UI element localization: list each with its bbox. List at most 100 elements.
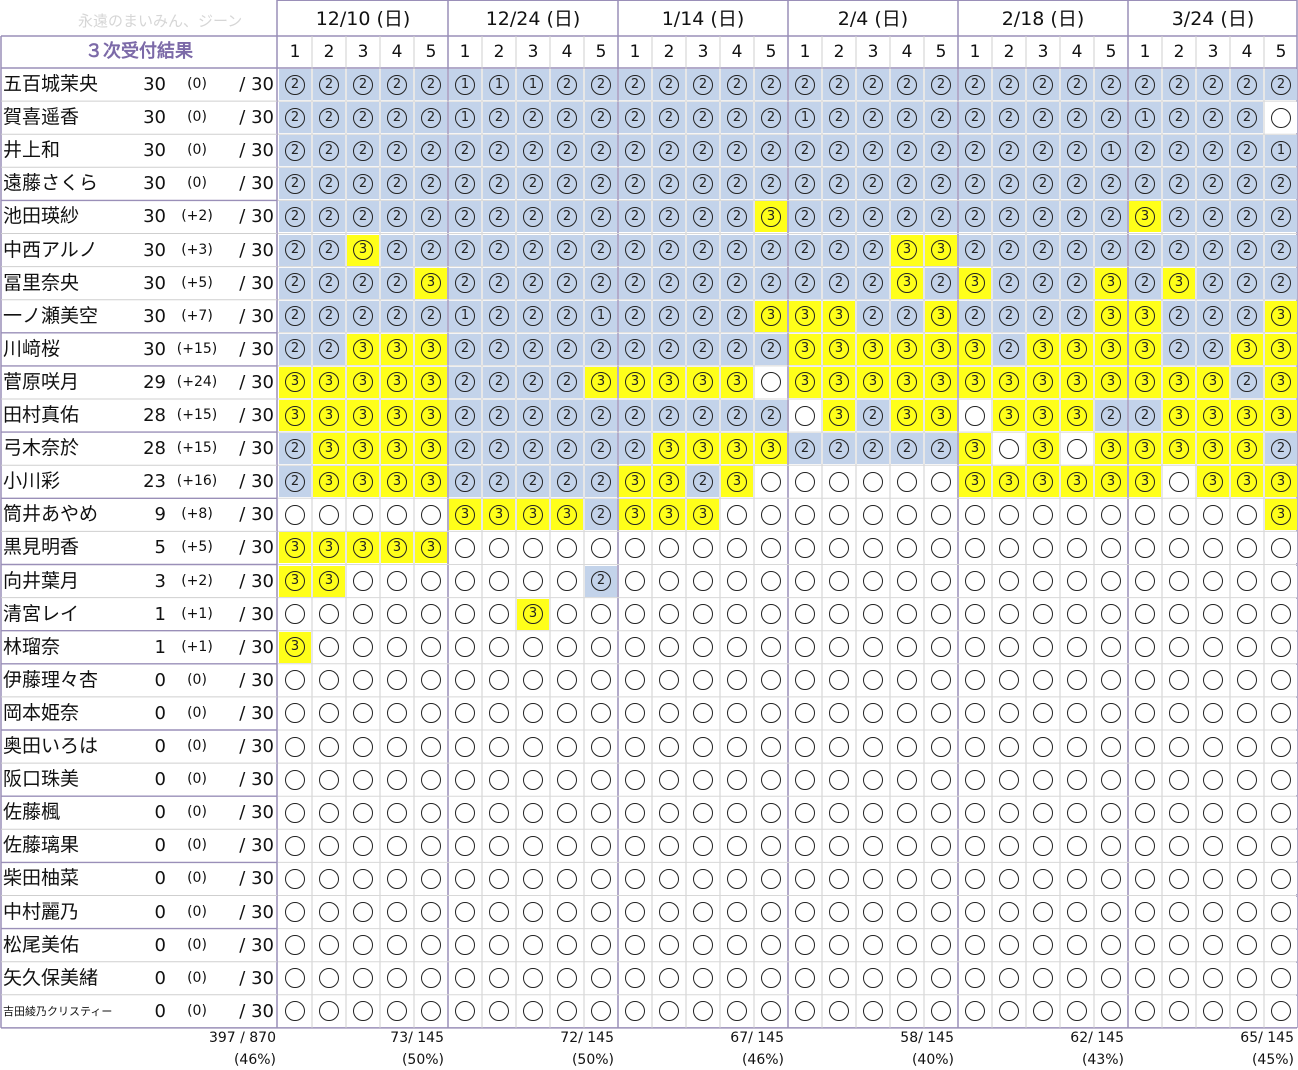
- empty-circle-icon: [1067, 1001, 1087, 1022]
- result-cell: [687, 731, 719, 763]
- numbered-circle-icon: 3: [931, 240, 951, 261]
- result-cell: [551, 830, 583, 862]
- empty-circle-icon: [1101, 802, 1121, 823]
- result-cell: [313, 863, 345, 895]
- result-cell: [1129, 565, 1161, 597]
- numbered-circle-icon: 3: [1271, 306, 1291, 327]
- empty-circle-icon: [557, 935, 577, 956]
- empty-circle-icon: [1169, 637, 1189, 658]
- result-cell: [585, 995, 617, 1027]
- result-cell: 3: [1129, 300, 1161, 332]
- result-cell: 2: [1197, 333, 1229, 365]
- result-cell: [755, 466, 787, 498]
- empty-circle-icon: [489, 1001, 509, 1022]
- result-cell: 2: [687, 333, 719, 365]
- empty-circle-icon: [591, 537, 611, 558]
- date-header: 2/4 (日): [837, 8, 909, 30]
- result-cell: [415, 631, 447, 663]
- numbered-circle-icon: 2: [523, 240, 543, 261]
- result-cell: 2: [585, 499, 617, 531]
- numbered-circle-icon: 2: [591, 571, 611, 592]
- empty-circle-icon: [999, 935, 1019, 956]
- empty-circle-icon: [897, 835, 917, 856]
- numbered-circle-icon: 2: [421, 74, 441, 95]
- empty-circle-icon: [625, 604, 645, 625]
- result-cell: [415, 697, 447, 729]
- numbered-circle-icon: 2: [591, 438, 611, 459]
- result-cell: [755, 830, 787, 862]
- empty-circle-icon: [1203, 504, 1223, 525]
- member-total: 30: [143, 272, 166, 294]
- result-cell: 2: [823, 135, 855, 167]
- member-delta: (0): [187, 76, 207, 92]
- numbered-circle-icon: 2: [727, 74, 747, 95]
- numbered-circle-icon: 2: [931, 74, 951, 95]
- empty-circle-icon: [285, 769, 305, 790]
- result-cell: [823, 664, 855, 696]
- empty-circle-icon: [1169, 537, 1189, 558]
- empty-circle-icon: [863, 835, 883, 856]
- result-cell: [993, 731, 1025, 763]
- result-cell: [1163, 565, 1195, 597]
- result-cell: 2: [857, 201, 889, 233]
- result-cell: [381, 962, 413, 994]
- result-cell: 2: [313, 102, 345, 134]
- numbered-circle-icon: 2: [761, 173, 781, 194]
- numbered-circle-icon: 2: [659, 173, 679, 194]
- numbered-circle-icon: 2: [965, 107, 985, 128]
- numbered-circle-icon: 3: [421, 471, 441, 492]
- result-cell: 2: [1163, 201, 1195, 233]
- result-cell: [1027, 896, 1059, 928]
- empty-circle-icon: [795, 604, 815, 625]
- empty-circle-icon: [965, 769, 985, 790]
- numbered-circle-icon: 2: [285, 107, 305, 128]
- numbered-circle-icon: 2: [1033, 240, 1053, 261]
- result-cell: [415, 764, 447, 796]
- result-cell: [891, 962, 923, 994]
- numbered-circle-icon: 2: [387, 74, 407, 95]
- result-cell: 1: [449, 102, 481, 134]
- result-cell: 3: [925, 234, 957, 266]
- numbered-circle-icon: 2: [1033, 273, 1053, 294]
- result-cell: [381, 830, 413, 862]
- result-cell: [1231, 697, 1263, 729]
- result-cell: [1095, 697, 1127, 729]
- result-cell: 3: [483, 499, 515, 531]
- result-cell: [1095, 565, 1127, 597]
- empty-circle-icon: [761, 571, 781, 592]
- empty-circle-icon: [1067, 769, 1087, 790]
- result-cell: [925, 565, 957, 597]
- result-cell: [1061, 499, 1093, 531]
- result-cell: 2: [755, 267, 787, 299]
- result-cell: [1231, 896, 1263, 928]
- result-cell: [585, 598, 617, 630]
- empty-circle-icon: [285, 703, 305, 724]
- result-cell: [381, 863, 413, 895]
- numbered-circle-icon: 2: [523, 173, 543, 194]
- empty-circle-icon: [1033, 769, 1053, 790]
- result-cell: 3: [313, 366, 345, 398]
- result-cell: 3: [415, 400, 447, 432]
- numbered-circle-icon: 2: [489, 240, 509, 261]
- result-cell: [347, 499, 379, 531]
- result-cell: 2: [1061, 267, 1093, 299]
- result-cell: [891, 499, 923, 531]
- numbered-circle-icon: 3: [353, 240, 373, 261]
- result-cell: [993, 532, 1025, 564]
- result-cell: 2: [959, 300, 991, 332]
- numbered-circle-icon: 3: [353, 372, 373, 393]
- result-cell: [347, 697, 379, 729]
- empty-circle-icon: [1169, 835, 1189, 856]
- result-cell: 2: [313, 267, 345, 299]
- empty-circle-icon: [1203, 935, 1223, 956]
- empty-circle-icon: [1101, 537, 1121, 558]
- numbered-circle-icon: 3: [1101, 306, 1121, 327]
- empty-circle-icon: [625, 835, 645, 856]
- empty-circle-icon: [1067, 802, 1087, 823]
- group-number: 2: [323, 42, 335, 62]
- group-number: 2: [493, 42, 505, 62]
- result-cell: 3: [1197, 366, 1229, 398]
- result-cell: [959, 400, 991, 432]
- result-cell: 2: [1027, 267, 1059, 299]
- empty-circle-icon: [795, 769, 815, 790]
